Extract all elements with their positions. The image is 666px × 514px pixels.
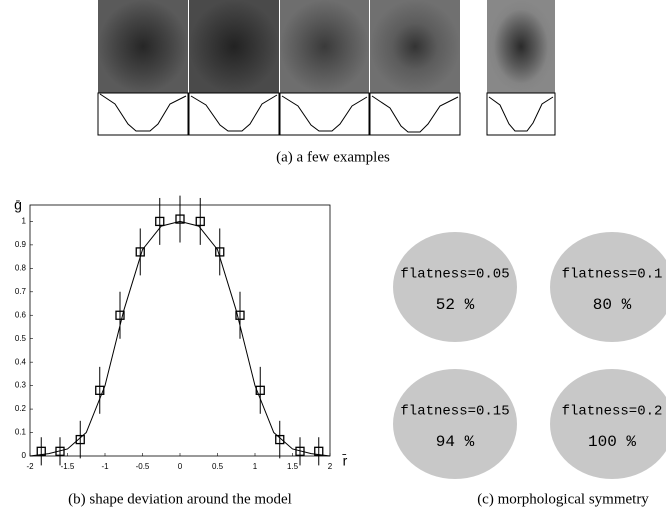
example-image [370, 0, 460, 93]
examples [97, 0, 556, 136]
symmetry-panel: flatness=0.05 52 % flatness=0.1 80 % flatnes… [393, 232, 666, 479]
x-tick-label: 0.5 [212, 462, 224, 471]
flatness-label: flatness=0.1 [562, 267, 663, 283]
flatness-label: flatness=0.15 [400, 404, 509, 420]
x-tick-label: 2 [328, 462, 333, 471]
y-tick-label: 0.1 [15, 428, 27, 437]
caption: (b) shape deviation around the model [68, 491, 292, 507]
x-tick-label: 0 [178, 462, 183, 471]
symmetry-percent: 52 % [436, 296, 475, 314]
y-tick-label: 0.6 [15, 310, 27, 319]
profiles [97, 92, 556, 136]
model-curve [29, 220, 331, 457]
data-point [55, 446, 65, 456]
data-point [115, 310, 125, 320]
symmetry-percent: 100 % [588, 433, 636, 451]
data-point [255, 385, 265, 395]
symmetry-ellipse [550, 369, 666, 479]
y-tick-label: 0.4 [15, 357, 27, 366]
symmetry-percent: 80 % [593, 296, 632, 314]
y-tick-label: 0.2 [15, 404, 27, 413]
y-tick-label: 0.7 [15, 287, 27, 296]
data-point [295, 446, 305, 456]
example-image [280, 0, 369, 93]
data-point [195, 216, 205, 227]
x-tick-label: -2 [26, 462, 34, 471]
example-image [189, 0, 279, 93]
symmetry-ellipse [393, 232, 517, 342]
data-point [75, 434, 85, 445]
y-axis-label: ḡ [14, 197, 22, 213]
flatness-label: flatness=0.05 [400, 267, 509, 283]
data-point [215, 247, 225, 257]
caption: (c) morphological symmetry [477, 491, 649, 507]
data-point [155, 216, 165, 227]
symmetry-ellipse [550, 232, 666, 342]
data-point [95, 385, 105, 395]
x-tick-label: 1.5 [287, 462, 299, 471]
data-point [175, 214, 185, 224]
caption: (a) a few examples [276, 149, 390, 165]
y-tick-label: 0.5 [15, 334, 27, 343]
x-axis-label: r̄ [342, 453, 347, 469]
y-tick-label: 0.8 [15, 263, 27, 272]
example-image [98, 0, 188, 93]
y-tick-label: 1 [22, 217, 27, 226]
y-tick-label: 0.9 [15, 240, 27, 249]
data-point [235, 310, 245, 320]
symmetry-ellipse [393, 369, 517, 479]
data-point [314, 446, 324, 456]
y-tick-label: 0 [22, 451, 27, 460]
data-point [135, 247, 145, 257]
x-tick-label: -0.5 [136, 462, 150, 471]
flatness-label: flatness=0.2 [562, 404, 663, 420]
plot-frame [29, 204, 331, 457]
example-image [487, 0, 555, 93]
y-tick-label: 0.3 [15, 381, 27, 390]
x-tick-label: -1 [101, 462, 109, 471]
x-tick-label: 1 [253, 462, 258, 471]
symmetry-percent: 94 % [436, 433, 475, 451]
x-tick-label: -1.5 [61, 462, 75, 471]
chart: -2 -1.5 -1 -0.5 0 0.5 1 1.5 2 0 0.1 0.2 0.3 0.4 0.5 0.6… [14, 195, 348, 507]
data-point [36, 446, 46, 456]
data-point [275, 434, 285, 445]
